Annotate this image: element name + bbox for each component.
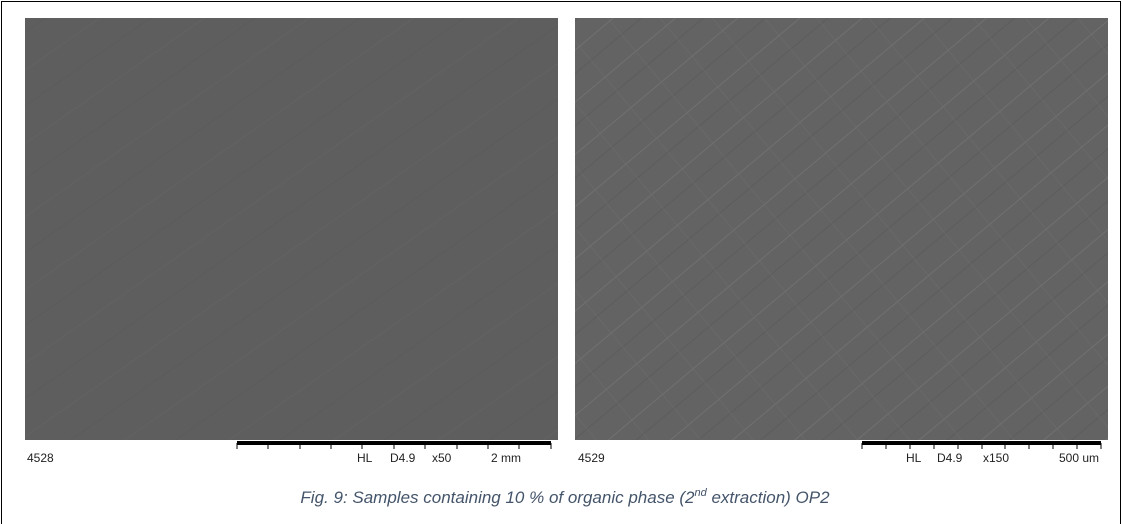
info-label: D4.9 — [937, 451, 963, 465]
info-label: 2 mm — [491, 451, 521, 465]
caption-text: Fig. 9: Samples containing 10 % of organ… — [300, 488, 695, 507]
info-label: HL — [906, 451, 922, 465]
sem-image — [575, 18, 1108, 440]
caption: Fig. 9: Samples containing 10 % of organ… — [300, 487, 830, 507]
info-label: x50 — [432, 451, 452, 465]
scale-bar — [236, 441, 552, 449]
scale-bar — [861, 441, 1102, 449]
info-label: D4.9 — [390, 451, 416, 465]
sample-id: 4528 — [27, 451, 54, 465]
info-label: HL — [357, 451, 373, 465]
caption-text: extraction) OP2 — [707, 488, 830, 507]
sem-image — [25, 18, 558, 440]
sample-id: 4529 — [578, 451, 605, 465]
info-label: 500 um — [1059, 451, 1099, 465]
caption-superscript: nd — [695, 487, 708, 499]
info-label: x150 — [983, 451, 1009, 465]
